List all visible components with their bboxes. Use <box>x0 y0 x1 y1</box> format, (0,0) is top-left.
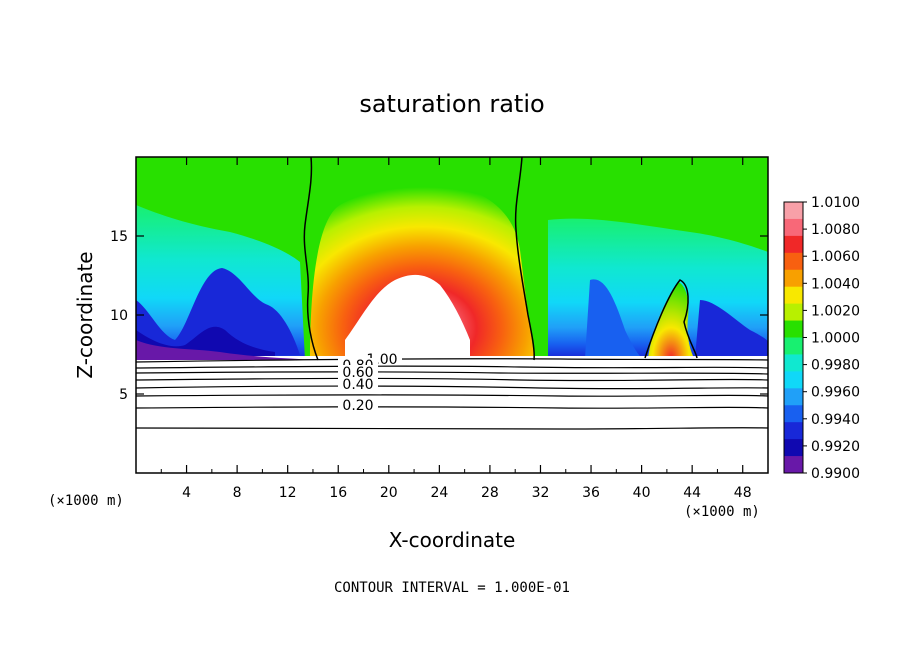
contour-label-bg <box>338 398 378 411</box>
colorbar: 1.0100 1.0080 1.0060 1.0040 1.0020 1.0000 0.99… <box>784 195 860 482</box>
colorbar-swatch <box>784 337 803 355</box>
contour-line-2 <box>135 365 769 369</box>
colorbar-label: 1.0060 <box>811 249 860 265</box>
x-tick-label: 44 <box>683 485 701 501</box>
sat-contour-mid <box>514 156 535 361</box>
contour-line-1 <box>135 358 769 363</box>
x-tick-label: 12 <box>279 485 297 501</box>
colorbar-label: 0.9900 <box>811 466 860 482</box>
colorbar-swatch <box>784 252 803 271</box>
colorbar-swatch <box>784 286 803 305</box>
colorbar-swatch <box>784 371 803 389</box>
sat-contour-left <box>303 156 319 361</box>
contour-interval-note: CONTOUR INTERVAL = 1.000E-01 <box>334 580 570 596</box>
left-edge-boundary <box>136 340 310 360</box>
contour-lines <box>135 358 769 430</box>
x-tick-label: 16 <box>329 485 347 501</box>
lower-region <box>136 356 768 473</box>
x-axis-label: X-coordinate <box>389 528 516 552</box>
contour-line-6 <box>135 394 769 397</box>
colorbar-swatch <box>784 405 803 423</box>
colorbar-label: 0.9980 <box>811 358 860 374</box>
x-ticks: 4 8 12 16 20 24 28 32 36 40 44 48 <box>160 157 752 501</box>
colorbar-swatch <box>784 439 803 457</box>
colorbar-label: 1.0080 <box>811 222 860 238</box>
colorbar-swatch <box>784 456 803 474</box>
contour-label: 0.20 <box>342 398 373 414</box>
colorbar-label: 1.0100 <box>811 195 860 211</box>
plume-hole <box>345 274 470 360</box>
colorbar-label: 1.0000 <box>811 331 860 347</box>
contour-line-3 <box>135 371 769 375</box>
x-tick-label: 28 <box>481 485 499 501</box>
colorbar-swatch <box>784 320 803 338</box>
y-tick-label: 5 <box>119 387 128 403</box>
colorbar-frame <box>783 201 804 474</box>
colorbar-swatch <box>784 303 803 322</box>
contour-line-8 <box>135 427 769 430</box>
y-tick-label: 15 <box>110 229 128 245</box>
y-tick-label: 10 <box>110 308 128 324</box>
colorbar-label: 1.0040 <box>811 276 860 292</box>
chart-title: saturation ratio <box>359 90 544 118</box>
contour-label-bg <box>338 365 378 378</box>
contour-line-5 <box>135 385 769 390</box>
x-tick-label: 4 <box>182 485 191 501</box>
right-dry-patch-2 <box>695 300 768 358</box>
x-tick-label: 48 <box>734 485 752 501</box>
colorbar-label: 0.9940 <box>811 412 860 428</box>
contour-labels: 1.000.800.600.400.20 <box>338 352 402 414</box>
colorbar-swatch <box>784 202 803 220</box>
right-dry-patch-1 <box>585 279 642 358</box>
colorbar-swatch <box>784 388 803 406</box>
x-unit-right: (×1000 m) <box>684 504 760 520</box>
x-unit-left: (×1000 m) <box>48 493 124 509</box>
contour-label-bg <box>338 377 378 390</box>
colorbar-swatch <box>784 354 803 372</box>
saturation-contours <box>303 156 698 361</box>
colorbar-label: 1.0020 <box>811 303 860 319</box>
colorbar-swatch <box>784 235 803 254</box>
contour-line-4 <box>135 377 769 382</box>
left-dry-core <box>136 268 300 358</box>
colorbar-swatch <box>784 422 803 440</box>
x-tick-label: 20 <box>380 485 398 501</box>
x-tick-label: 36 <box>582 485 600 501</box>
contour-line-7 <box>135 406 769 409</box>
colorbar-swatch <box>784 218 803 237</box>
colorbar-swatch <box>784 269 803 288</box>
contour-label: 0.40 <box>342 377 373 393</box>
x-tick-label: 24 <box>430 485 448 501</box>
colorbar-label: 0.9960 <box>811 385 860 401</box>
x-tick-label: 8 <box>233 485 242 501</box>
y-ticks: 5 10 15 <box>110 229 768 403</box>
heatmap-field <box>136 157 768 473</box>
x-tick-label: 40 <box>633 485 651 501</box>
right-supersat-patch <box>648 282 694 358</box>
x-tick-label: 32 <box>532 485 550 501</box>
colorbar-label: 0.9920 <box>811 439 860 455</box>
sat-contour-right <box>644 279 698 359</box>
y-axis-label: Z-coordinate <box>73 251 97 378</box>
